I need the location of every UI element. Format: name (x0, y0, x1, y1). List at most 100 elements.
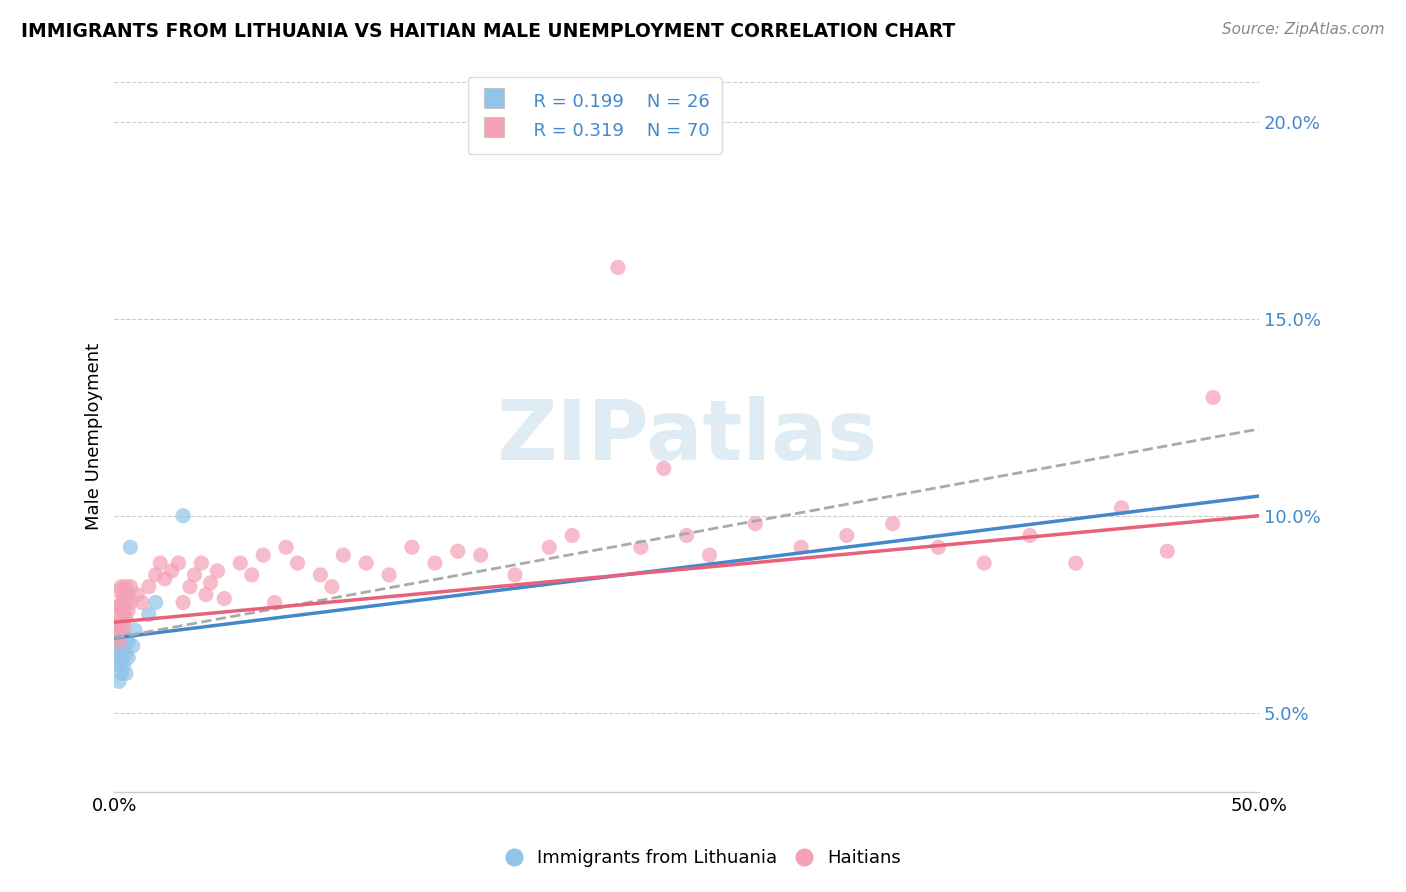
Point (401, 541, 423, 555)
Point (110, 627, 132, 641)
Point (172, 595, 194, 609)
Point (190, 556, 212, 570)
Point (252, 548, 274, 562)
Point (332, 548, 354, 562)
Point (1111, 500, 1133, 515)
Point (172, 508, 194, 523)
Point (131, 595, 153, 609)
Point (110, 611, 132, 625)
Point (108, 674, 131, 689)
Point (110, 650, 132, 665)
Point (115, 611, 138, 625)
Point (882, 516, 904, 531)
Point (110, 580, 132, 594)
Point (1156, 544, 1178, 558)
Point (138, 580, 160, 594)
Point (835, 528, 858, 542)
Point (108, 642, 131, 657)
Point (200, 575, 222, 590)
Point (538, 541, 561, 555)
Point (105, 655, 128, 669)
Point (120, 580, 142, 594)
Point (105, 639, 128, 653)
Point (675, 528, 697, 542)
Point (274, 541, 297, 555)
Point (240, 567, 263, 582)
Point (309, 567, 332, 582)
Point (378, 567, 401, 582)
Point (423, 556, 446, 570)
Point (652, 461, 675, 475)
Point (167, 556, 190, 570)
Point (973, 556, 995, 570)
Point (110, 666, 132, 681)
Point (108, 583, 131, 598)
Legend: Immigrants from Lithuania, Haitians: Immigrants from Lithuania, Haitians (498, 842, 908, 874)
Point (110, 615, 132, 630)
Point (115, 666, 138, 681)
Text: ZIPatlas: ZIPatlas (496, 396, 877, 477)
Point (354, 556, 377, 570)
Point (117, 635, 139, 649)
Point (112, 603, 135, 617)
Point (138, 607, 160, 622)
Point (110, 595, 132, 609)
Text: Source: ZipAtlas.com: Source: ZipAtlas.com (1222, 22, 1385, 37)
Point (561, 528, 583, 542)
Point (183, 567, 205, 582)
Point (153, 572, 176, 586)
Point (145, 567, 167, 582)
Point (127, 588, 149, 602)
Point (117, 603, 139, 617)
Point (112, 588, 135, 602)
Point (115, 595, 138, 609)
Point (108, 599, 131, 614)
Point (115, 647, 138, 661)
Point (110, 599, 132, 614)
Point (120, 595, 142, 609)
Point (115, 631, 138, 645)
Point (607, 260, 630, 275)
Point (1202, 391, 1225, 405)
Point (105, 603, 128, 617)
Point (447, 544, 470, 558)
Point (790, 541, 813, 555)
Point (121, 639, 143, 653)
Point (108, 658, 131, 673)
Point (160, 564, 183, 578)
Point (108, 635, 131, 649)
Point (214, 591, 236, 606)
Point (112, 627, 135, 641)
Point (470, 548, 492, 562)
Point (115, 580, 138, 594)
Point (287, 556, 309, 570)
Point (149, 556, 172, 570)
Point (699, 548, 721, 562)
Point (112, 642, 135, 657)
Point (503, 567, 526, 582)
Point (145, 595, 167, 609)
Point (1064, 556, 1087, 570)
Point (263, 595, 285, 609)
Point (117, 650, 139, 665)
Point (194, 588, 217, 602)
Legend:   R = 0.199    N = 26,   R = 0.319    N = 70: R = 0.199 N = 26, R = 0.319 N = 70 (468, 77, 723, 153)
Point (110, 635, 132, 649)
Point (108, 627, 131, 641)
Point (179, 580, 201, 594)
Point (105, 619, 128, 633)
Point (207, 564, 229, 578)
Point (112, 658, 135, 673)
Point (321, 580, 343, 594)
Point (630, 541, 652, 555)
Point (229, 556, 252, 570)
Y-axis label: Male Unemployment: Male Unemployment (86, 343, 103, 531)
Point (124, 623, 146, 637)
Point (117, 588, 139, 602)
Point (105, 619, 128, 633)
Point (108, 619, 131, 633)
Point (112, 619, 135, 633)
Point (927, 541, 949, 555)
Point (744, 516, 766, 531)
Text: IMMIGRANTS FROM LITHUANIA VS HAITIAN MALE UNEMPLOYMENT CORRELATION CHART: IMMIGRANTS FROM LITHUANIA VS HAITIAN MAL… (21, 22, 955, 41)
